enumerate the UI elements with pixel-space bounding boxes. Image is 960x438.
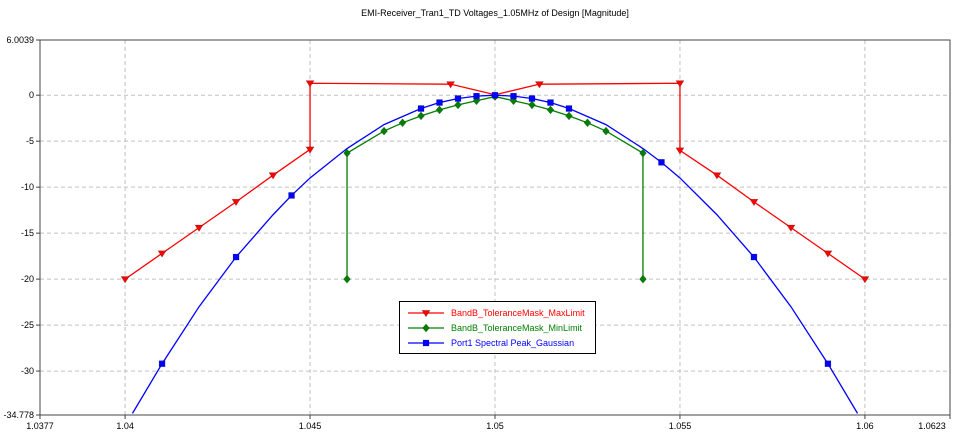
x-tick-label: 1.055 [669,421,692,431]
triangle-down-marker [194,224,204,232]
triangle-down-marker [421,309,431,317]
legend-label-minlimit: BandB_ToleranceMask_MinLimit [451,322,583,333]
legend-item-maxlimit: BandB_ToleranceMask_MaxLimit [406,306,585,319]
square-marker [158,360,166,368]
y-tick-label: -10 [21,182,34,192]
y-tick-label: 6.0039 [6,35,34,45]
square-marker [473,92,480,100]
diamond-marker [565,111,573,121]
square-marker [547,99,554,106]
square-marker [565,105,573,112]
diamond-marker [417,111,425,121]
x-tick-label: 1.06 [856,421,874,431]
square-marker [750,253,758,261]
legend-sample-gaussian [408,339,444,346]
diamond-marker [343,274,351,284]
diamond-marker [639,148,647,158]
chart-title: EMI-Receiver_Tran1_TD Voltages_1.05MHz o… [361,8,629,18]
square-marker [454,95,462,102]
diamond-marker [398,118,407,128]
x-tick-label: 1.05 [486,421,504,431]
square-marker [491,91,499,99]
x-tick-label: 1.04 [116,421,134,431]
diamond-marker [454,100,462,110]
square-marker [417,105,425,112]
x-tick-label: 1.045 [299,421,322,431]
triangle-down-marker [860,276,870,284]
x-tick-label: 1.0623 [918,421,946,431]
triangle-down-marker [446,81,456,89]
triangle-down-marker [786,224,796,232]
legend-item-minlimit: BandB_ToleranceMask_MinLimit [406,321,585,334]
square-marker [422,339,430,346]
triangle-down-marker [712,172,722,180]
diamond-marker [380,126,388,136]
legend: BandB_ToleranceMask_MaxLimit BandB_Toler… [399,301,596,354]
legend-sample-maxlimit [408,309,444,317]
triangle-down-marker [305,80,315,88]
square-marker [436,99,443,106]
square-marker [232,253,240,261]
triangle-down-marker [534,81,544,89]
diamond-marker [602,126,610,136]
triangle-down-marker [157,250,167,258]
triangle-down-marker [305,146,315,154]
triangle-down-marker [120,276,130,284]
square-marker [288,192,295,199]
legend-label-gaussian: Port1 Spectral Peak_Gaussian [451,337,575,348]
diamond-marker [546,105,555,115]
diamond-marker [528,100,536,110]
y-tick-label: -15 [21,228,34,238]
x-tick-label: 1.0377 [26,421,54,431]
triangle-down-marker [675,147,685,155]
y-tick-label: 0 [29,90,34,100]
y-tick-label: -34.778 [3,410,34,420]
triangle-down-marker [823,250,833,258]
triangle-down-marker [268,172,278,180]
square-marker [510,92,517,100]
y-tick-label: -5 [26,136,34,146]
triangle-down-marker [675,80,685,88]
diamond-marker [639,274,647,284]
legend-label-maxlimit: BandB_ToleranceMask_MaxLimit [451,307,585,318]
y-tick-label: -20 [21,274,34,284]
y-tick-label: -30 [21,366,34,376]
y-tick-label: -25 [21,320,34,330]
square-marker [658,159,665,166]
legend-item-gaussian: Port1 Spectral Peak_Gaussian [406,336,585,349]
legend-sample-minlimit [408,323,444,332]
diamond-marker [435,105,444,115]
diamond-marker [343,148,351,158]
diamond-marker [583,118,592,128]
triangle-down-marker [231,198,241,207]
square-marker [824,360,832,368]
diamond-marker [422,323,430,332]
square-marker [528,95,536,102]
triangle-down-marker [749,198,759,207]
